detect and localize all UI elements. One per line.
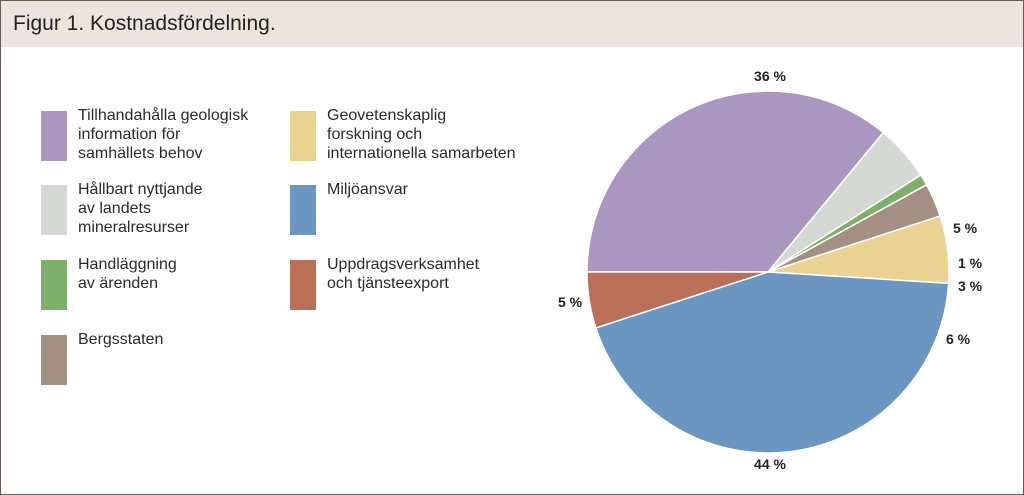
figure-header: Figur 1. Kostnadsfördelning. bbox=[1, 1, 1023, 47]
legend-swatch bbox=[41, 260, 67, 310]
legend-swatch bbox=[41, 185, 67, 235]
legend-label: Miljöansvar bbox=[327, 181, 408, 198]
pie-label-miljoansvar: 44 % bbox=[754, 456, 786, 472]
pie-label-forskning: 6 % bbox=[946, 331, 971, 347]
legend-label: Tillhandahålla geologisk information för… bbox=[78, 107, 249, 162]
legend-label: Bergsstaten bbox=[78, 331, 164, 348]
legend-label: Geovetenskaplig forskning och internatio… bbox=[327, 107, 516, 162]
legend-swatch bbox=[290, 111, 316, 161]
pie-slice-geologisk-information bbox=[586, 90, 885, 273]
legend-swatch bbox=[41, 111, 67, 161]
pie-label-mineralresurser: 5 % bbox=[953, 220, 978, 236]
pie-label-geologisk-information: 36 % bbox=[754, 68, 786, 84]
legend-swatch bbox=[290, 260, 316, 310]
legend-swatch bbox=[290, 185, 316, 235]
pie-label-uppdragsverksamhet: 5 % bbox=[558, 294, 583, 310]
pie-label-handlaggning: 1 % bbox=[958, 255, 983, 271]
pie-slice-miljoansvar bbox=[594, 271, 950, 454]
legend-label: Handläggning av ärenden bbox=[78, 256, 177, 292]
legend-swatch bbox=[41, 335, 67, 385]
pie-label-bergsstaten: 3 % bbox=[958, 278, 983, 294]
pie-slice-uppdragsverksamhet bbox=[586, 271, 769, 329]
legend-label: Hållbart nyttjande av landets mineralres… bbox=[78, 181, 203, 236]
figure-title: Figur 1. Kostnadsfördelning. bbox=[13, 12, 276, 35]
legend-label: Uppdragsverksamhet och tjänsteexport bbox=[327, 256, 480, 292]
